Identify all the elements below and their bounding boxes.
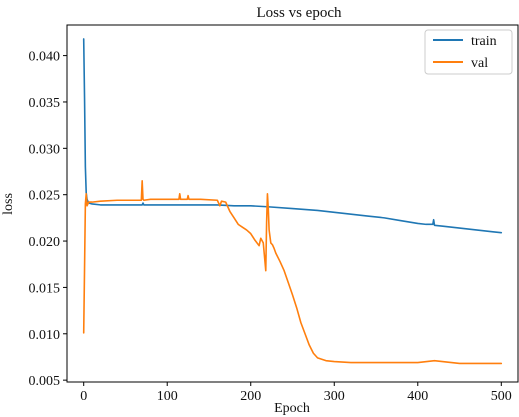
legend-label-val: val (471, 56, 488, 71)
x-tick-label: 200 (240, 389, 261, 404)
y-tick-label: 0.030 (29, 142, 61, 157)
y-tick-label: 0.040 (29, 50, 61, 65)
x-tick-label: 300 (324, 389, 345, 404)
y-tick-label: 0.005 (29, 374, 61, 389)
x-tick-label: 100 (157, 389, 178, 404)
x-tick-label: 400 (407, 389, 428, 404)
axis-ticks: 0 100 200 300 400 500 0.005 0.010 0.015 0.020 0.02… (29, 50, 512, 404)
y-tick-label: 0.025 (29, 189, 61, 204)
legend: train val (424, 29, 513, 75)
y-axis-title: loss (1, 193, 16, 215)
y-tick-label: 0.020 (29, 235, 61, 250)
series-line-val (82, 179, 503, 365)
x-tick-label: 0 (80, 389, 87, 404)
y-tick-label: 0.010 (29, 328, 61, 343)
chart-title: Loss vs epoch (257, 5, 342, 21)
y-tick-label: 0.015 (29, 281, 61, 296)
x-tick-label: 500 (491, 389, 512, 404)
legend-box (424, 29, 513, 75)
plot-frame (66, 24, 519, 383)
y-tick-label: 0.035 (29, 96, 61, 111)
series-layer (82, 38, 503, 365)
x-axis-title: Epoch (274, 401, 310, 416)
legend-label-train: train (471, 34, 497, 49)
